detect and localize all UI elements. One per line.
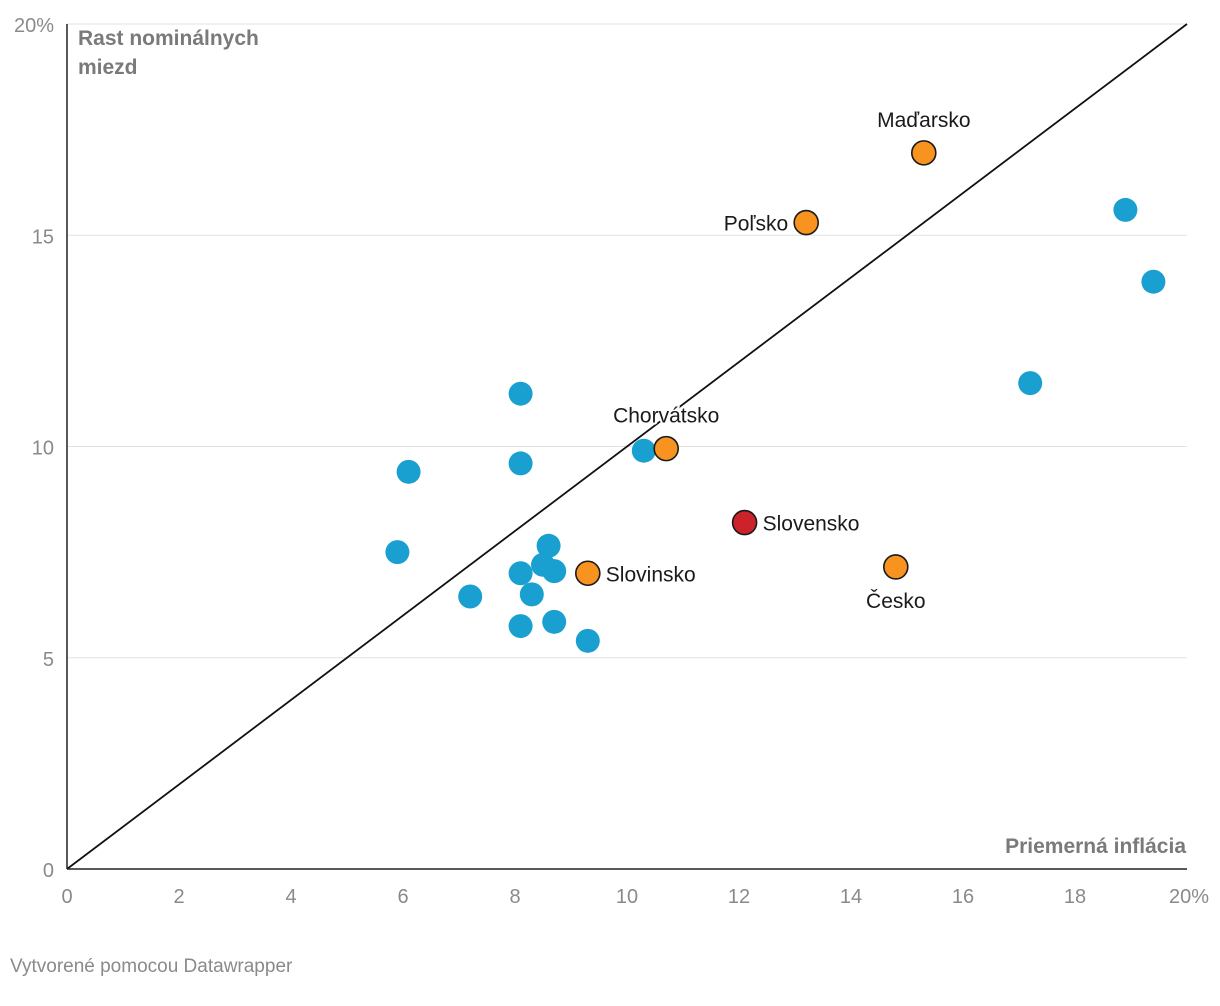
data-point bbox=[519, 582, 544, 607]
data-point bbox=[536, 533, 561, 558]
data-point-chorvátsko bbox=[653, 435, 680, 462]
x-tick-label: 14 bbox=[840, 886, 862, 908]
x-tick-label: 16 bbox=[952, 886, 974, 908]
y-axis-title-line-1: Rast nominálnych bbox=[78, 27, 259, 50]
data-point bbox=[396, 459, 421, 484]
data-point bbox=[575, 628, 600, 653]
x-tick-label: 4 bbox=[285, 886, 296, 908]
data-point-slovinsko bbox=[574, 560, 601, 587]
data-point bbox=[508, 451, 533, 476]
data-label: Slovensko bbox=[763, 513, 860, 536]
x-tick-label: 8 bbox=[509, 886, 520, 908]
y-tick-label: 0 bbox=[43, 860, 54, 882]
x-tick-label: 0 bbox=[61, 886, 72, 908]
data-point bbox=[1113, 197, 1138, 222]
data-point-poľsko bbox=[793, 209, 820, 236]
data-point bbox=[631, 438, 656, 463]
data-point bbox=[385, 540, 410, 565]
data-label: Slovinsko bbox=[606, 563, 696, 586]
data-point bbox=[542, 609, 567, 634]
x-tick-label: 12 bbox=[728, 886, 750, 908]
x-tick-label: 18 bbox=[1064, 886, 1086, 908]
data-point-česko bbox=[882, 554, 909, 580]
data-label: Maďarsko bbox=[877, 109, 970, 132]
data-label: Poľsko bbox=[724, 213, 789, 236]
x-tick-label: 6 bbox=[397, 886, 408, 908]
data-point bbox=[458, 584, 483, 609]
data-label: Česko bbox=[866, 590, 926, 613]
data-label: Chorvátsko bbox=[613, 405, 719, 428]
data-point bbox=[1141, 269, 1166, 294]
footer-credit: Vytvorené pomocou Datawrapper bbox=[10, 956, 293, 977]
x-tick-label: 2 bbox=[173, 886, 184, 908]
y-axis-title-line-2: miezd bbox=[78, 56, 138, 79]
data-point-maďarsko bbox=[910, 140, 937, 166]
y-tick-label: 20% bbox=[14, 15, 54, 37]
reference-line-y-equals-x bbox=[66, 23, 1188, 870]
data-point bbox=[508, 381, 533, 406]
y-tick-label: 5 bbox=[43, 649, 54, 671]
data-point bbox=[542, 559, 567, 584]
x-tick-label: 20% bbox=[1169, 886, 1209, 908]
data-point-slovensko bbox=[731, 509, 758, 536]
data-point bbox=[1018, 371, 1043, 396]
y-tick-label: 15 bbox=[32, 226, 54, 248]
data-point bbox=[508, 614, 533, 639]
x-axis-title: Priemerná inflácia bbox=[1005, 835, 1186, 858]
scatter-chart: 0 5 10 15 20% 0 2 4 6 8 10 12 14 16 18 20% Maďarsko Poľs… bbox=[14, 15, 1209, 908]
data-point bbox=[508, 561, 533, 586]
y-tick-label: 10 bbox=[32, 438, 54, 460]
x-tick-label: 10 bbox=[616, 886, 638, 908]
